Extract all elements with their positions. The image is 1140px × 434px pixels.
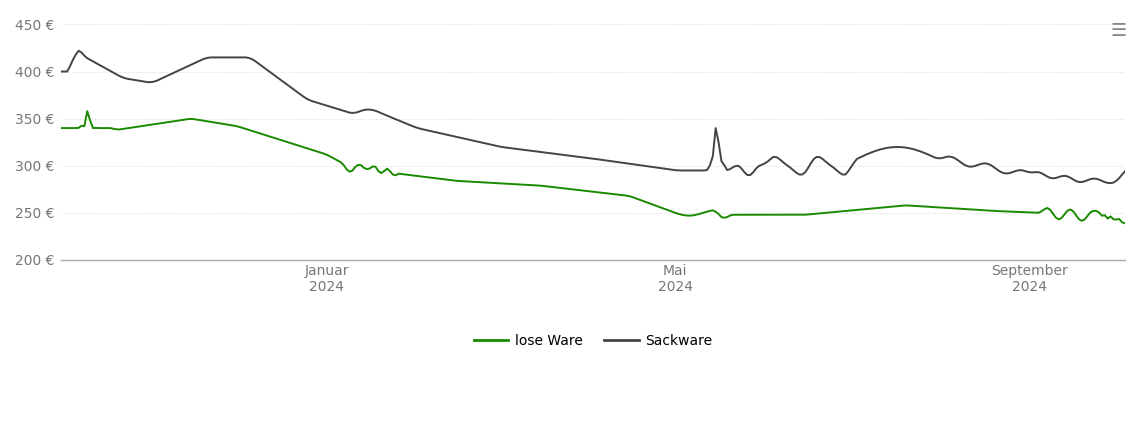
Text: ☰: ☰ (1110, 22, 1126, 39)
Legend: lose Ware, Sackware: lose Ware, Sackware (469, 328, 718, 353)
